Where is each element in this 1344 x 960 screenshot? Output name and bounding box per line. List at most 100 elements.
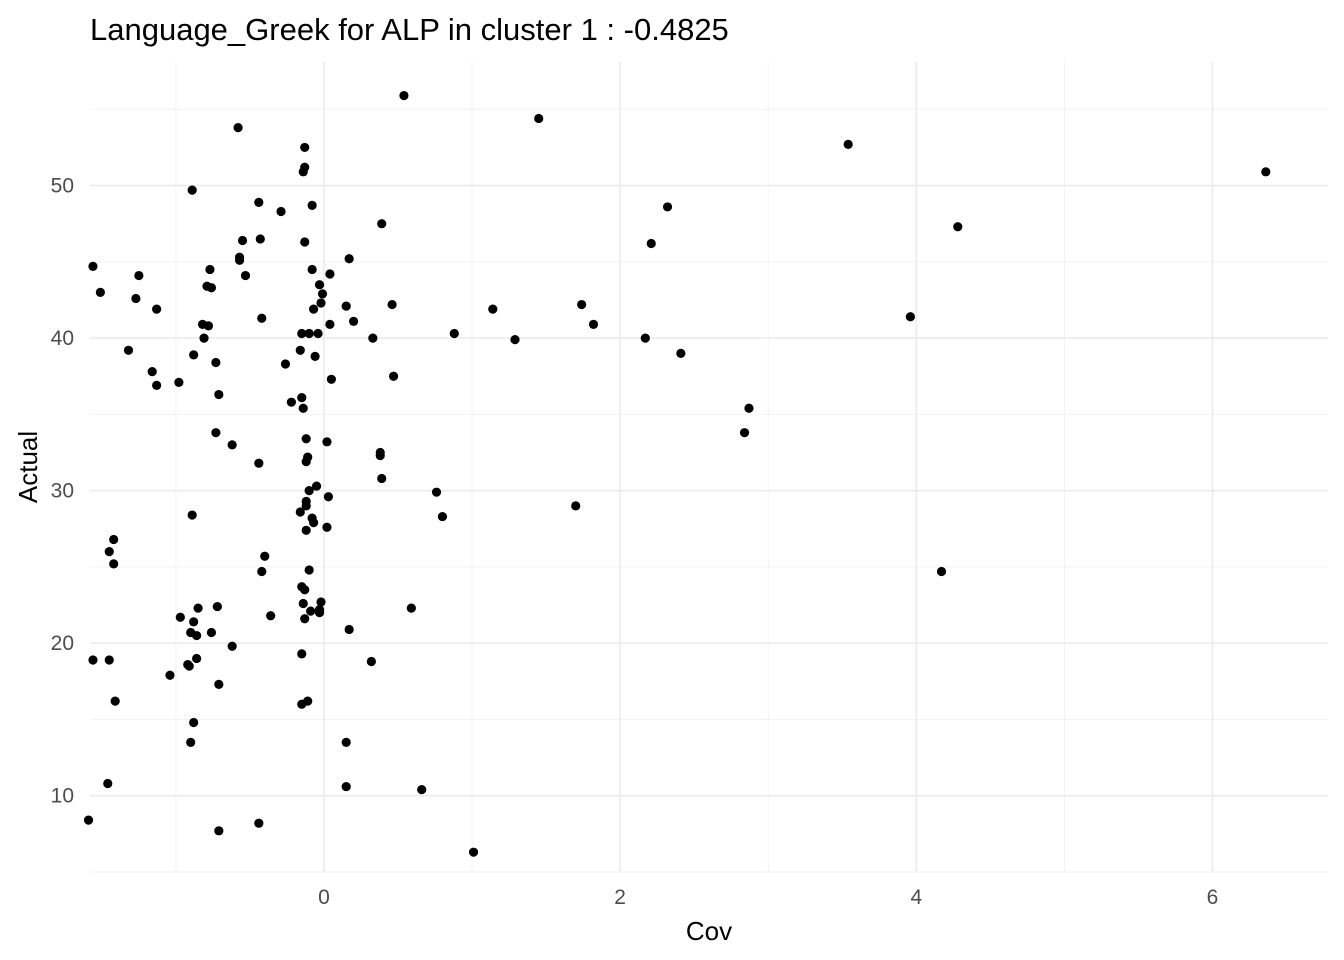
data-point xyxy=(449,328,459,339)
data-point xyxy=(212,601,222,612)
data-point xyxy=(104,655,114,665)
data-point xyxy=(254,818,264,828)
y-tick-label: 20 xyxy=(51,632,74,655)
data-point xyxy=(276,206,286,217)
data-point xyxy=(237,235,248,246)
data-point xyxy=(165,670,175,680)
data-point xyxy=(322,522,332,532)
data-point xyxy=(375,450,385,461)
data-point xyxy=(152,380,162,390)
data-point xyxy=(174,377,184,387)
data-point xyxy=(387,299,397,310)
data-point xyxy=(437,511,448,522)
data-point xyxy=(295,345,305,355)
data-point xyxy=(184,661,194,671)
data-point xyxy=(304,486,314,496)
data-point xyxy=(309,304,319,314)
data-point xyxy=(109,559,119,569)
data-point xyxy=(189,617,199,627)
data-point xyxy=(304,565,314,575)
data-point xyxy=(301,501,311,511)
data-point xyxy=(588,319,599,329)
data-point xyxy=(214,679,224,689)
data-point xyxy=(341,781,351,792)
data-point xyxy=(175,612,185,622)
data-point xyxy=(322,437,332,447)
data-point xyxy=(936,566,947,577)
data-point xyxy=(295,507,305,517)
data-point xyxy=(131,293,141,304)
data-point xyxy=(300,585,310,595)
data-point xyxy=(309,518,319,528)
data-point xyxy=(189,350,199,360)
data-point xyxy=(203,321,214,331)
data-point xyxy=(640,333,650,343)
data-point xyxy=(206,627,217,638)
data-point xyxy=(306,606,316,616)
data-point xyxy=(577,299,587,310)
data-point xyxy=(377,473,387,484)
data-point xyxy=(662,202,673,212)
data-point xyxy=(307,264,317,275)
data-point xyxy=(152,304,162,314)
data-point xyxy=(388,371,399,381)
data-point xyxy=(193,603,203,613)
data-point xyxy=(298,403,308,413)
data-point xyxy=(123,345,134,355)
data-point xyxy=(313,328,323,339)
data-point xyxy=(298,598,308,609)
chart-title: Language_Greek for ALP in cluster 1 : -0… xyxy=(90,12,729,47)
data-point xyxy=(307,200,317,210)
data-point xyxy=(326,374,336,384)
data-point xyxy=(257,313,267,323)
data-point xyxy=(953,222,963,232)
data-point xyxy=(240,270,251,281)
data-point xyxy=(301,457,311,467)
data-point xyxy=(199,333,209,343)
data-point xyxy=(211,357,221,368)
data-point xyxy=(316,597,326,607)
data-point xyxy=(104,547,114,557)
data-point xyxy=(1261,167,1271,177)
data-point xyxy=(297,649,307,659)
data-point xyxy=(88,261,98,272)
data-point xyxy=(297,328,307,339)
y-tick-label: 30 xyxy=(51,480,74,503)
data-point xyxy=(534,113,544,124)
data-point xyxy=(468,847,479,857)
data-point xyxy=(368,333,378,343)
data-point xyxy=(300,142,310,153)
data-point xyxy=(739,428,750,438)
data-point xyxy=(399,90,409,101)
data-point xyxy=(206,283,217,293)
data-point xyxy=(417,785,427,795)
data-point xyxy=(260,551,270,561)
tick-labels: 0 2 4 6 10 20 30 40 50 xyxy=(51,175,1219,909)
data-points xyxy=(83,90,1271,857)
data-point xyxy=(300,614,310,624)
data-point xyxy=(646,238,656,249)
data-point xyxy=(676,348,686,358)
x-tick-label: 6 xyxy=(1207,886,1219,909)
data-point xyxy=(341,737,351,747)
data-point xyxy=(298,167,308,177)
data-point xyxy=(227,641,237,651)
data-point xyxy=(301,525,311,535)
y-axis-title: Actual xyxy=(13,431,43,503)
data-point xyxy=(147,367,157,377)
data-point xyxy=(366,656,376,667)
data-point xyxy=(103,778,113,789)
data-point xyxy=(297,392,307,403)
data-point xyxy=(192,653,202,664)
y-tick-label: 40 xyxy=(51,327,74,350)
data-point xyxy=(88,655,98,665)
data-point xyxy=(348,316,359,326)
y-tick-label: 10 xyxy=(51,785,74,808)
grid xyxy=(90,62,1328,873)
data-point xyxy=(744,403,754,413)
data-point xyxy=(431,487,442,497)
data-point xyxy=(192,630,202,641)
data-point xyxy=(254,197,264,207)
y-tick-label: 50 xyxy=(51,175,74,198)
